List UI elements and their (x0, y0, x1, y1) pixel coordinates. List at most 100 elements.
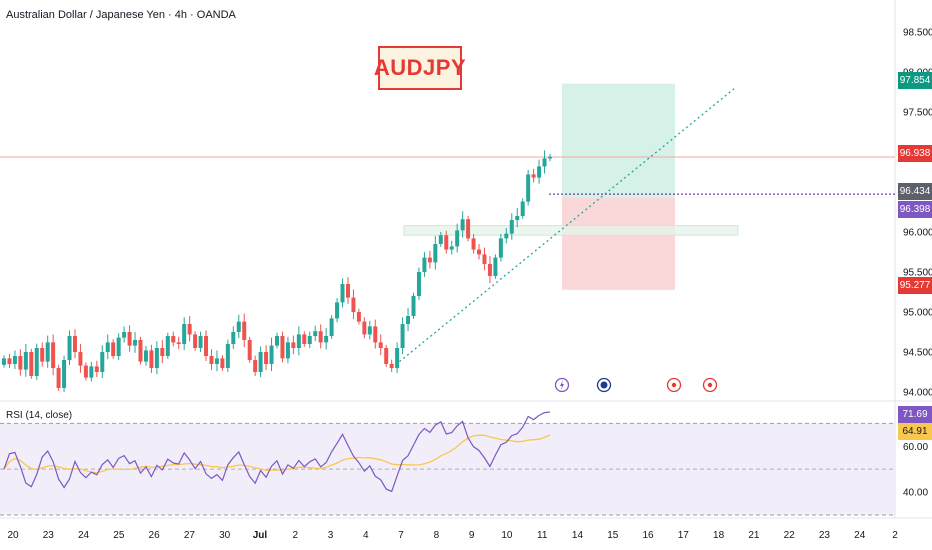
candle-body (313, 331, 318, 336)
candle-body (2, 358, 6, 365)
candle-body (493, 257, 498, 276)
chart-title: Australian Dollar / Japanese Yen · 4h · … (6, 9, 236, 21)
long-position-profit-zone (562, 83, 675, 198)
candle-body (275, 336, 279, 346)
time-axis-tick: 24 (854, 530, 866, 541)
flag-icon (600, 381, 608, 389)
candle-body (83, 365, 88, 378)
candle-body (100, 352, 105, 372)
candle-body (143, 350, 148, 362)
event-icon (707, 382, 713, 388)
long-position-loss-zone (562, 197, 675, 290)
candle-body (280, 336, 285, 359)
candle-body (455, 230, 460, 247)
price-axis-tick: 94.500 (903, 348, 932, 359)
candle-body (193, 334, 198, 348)
candle-body (12, 356, 17, 364)
candle-body (187, 324, 192, 335)
entry-price-tag: 96.434 (898, 183, 932, 200)
candle-body (51, 342, 56, 368)
candle-body (242, 321, 247, 340)
candle-body (247, 340, 252, 360)
time-axis-tick: 14 (572, 530, 584, 541)
candle-body (204, 336, 209, 356)
candle-body (176, 342, 181, 344)
time-axis-tick: 16 (642, 530, 654, 541)
candle-body (56, 368, 61, 388)
candle-body (329, 318, 334, 336)
candle-body (253, 360, 258, 372)
time-axis-tick: 23 (43, 530, 55, 541)
time-axis-tick: 3 (328, 530, 334, 541)
price-axis-tick: 95.500 (903, 268, 932, 279)
event-icon (671, 382, 677, 388)
candle-body (515, 216, 520, 220)
time-axis-tick: 18 (713, 530, 725, 541)
candle-body (384, 348, 389, 364)
candle-body (444, 235, 449, 250)
candle-body (7, 358, 12, 364)
candle-body (411, 296, 416, 316)
time-axis-tick: 24 (78, 530, 90, 541)
candle-body (395, 348, 400, 368)
candle-body (449, 246, 454, 250)
candle-body (231, 332, 236, 344)
lightning-icon (560, 380, 564, 390)
time-axis-tick: 25 (113, 530, 125, 541)
time-axis-tick: 10 (501, 530, 513, 541)
time-axis-tick: 7 (398, 530, 404, 541)
candle-body (318, 331, 323, 343)
candle-body (72, 336, 77, 352)
candle-body (324, 336, 329, 343)
candle-body (520, 201, 525, 216)
candle-body (236, 321, 241, 332)
candle-body (67, 336, 72, 360)
candle-body (542, 158, 547, 167)
time-axis-tick: 22 (784, 530, 796, 541)
time-axis-tick: 23 (819, 530, 831, 541)
candle-body (531, 174, 536, 178)
candle-body (378, 342, 383, 348)
time-axis-tick: 9 (469, 530, 475, 541)
candle-body (345, 284, 350, 298)
symbol-badge: AUDJPY (374, 46, 466, 90)
price-axis-tick: 94.000 (903, 388, 932, 399)
candle-body (209, 356, 214, 364)
candle-body (526, 174, 531, 202)
time-axis-tick: 4 (363, 530, 369, 541)
candle-body (296, 334, 301, 348)
candle-body (400, 324, 405, 348)
candle-body (220, 358, 225, 368)
candle-body (362, 321, 367, 335)
candle-body (466, 219, 471, 239)
candle-body (291, 342, 296, 348)
candle-body (18, 356, 23, 370)
price-axis-tick: 95.000 (903, 308, 932, 319)
candle-body (40, 348, 45, 362)
candle-body (477, 249, 482, 255)
rsi-ma-value-tag: 64.91 (898, 423, 932, 440)
candle-body (482, 254, 487, 264)
candle-body (438, 235, 443, 244)
candle-body (160, 348, 165, 356)
candle-body (138, 340, 143, 362)
candle-body (548, 156, 552, 159)
candle-body (285, 342, 290, 359)
candle-body (116, 337, 121, 356)
price-axis-tick: 97.500 (903, 108, 932, 119)
time-axis-tick: 2 (292, 530, 298, 541)
time-axis-tick: 8 (434, 530, 440, 541)
candle-body (94, 366, 99, 372)
time-axis-tick: 30 (219, 530, 231, 541)
candle-body (45, 342, 50, 362)
candle-body (471, 238, 476, 250)
price-axis-tick: 98.500 (903, 28, 932, 39)
time-axis-tick: 17 (678, 530, 690, 541)
rsi-value-tag: 71.69 (898, 406, 932, 423)
rsi-indicator-label[interactable]: RSI (14, close) (6, 410, 73, 421)
candle-body (127, 332, 132, 346)
candle-body (340, 284, 345, 303)
candle-body (389, 364, 394, 368)
time-axis-tick: 20 (7, 530, 19, 541)
